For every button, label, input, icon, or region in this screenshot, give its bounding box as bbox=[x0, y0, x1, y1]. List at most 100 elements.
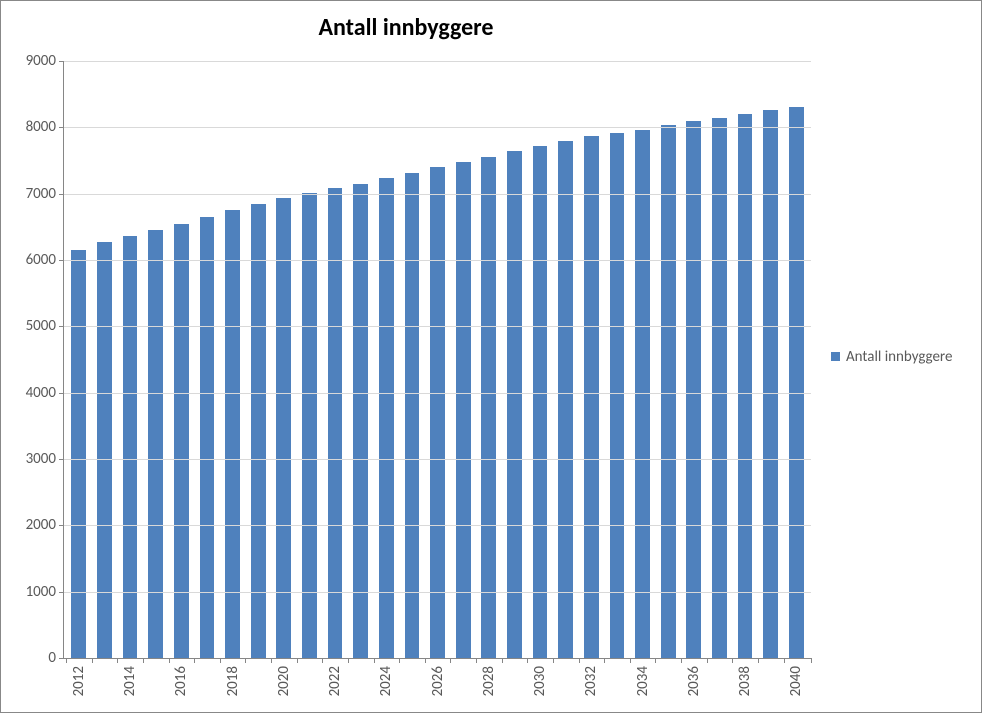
chart-title: Antall innbyggere bbox=[1, 13, 811, 42]
bar bbox=[353, 184, 368, 658]
bar bbox=[533, 146, 548, 658]
x-tick-mark bbox=[169, 658, 170, 663]
x-tick-label: 2032 bbox=[582, 666, 600, 696]
x-tick-label: 2014 bbox=[121, 666, 139, 696]
x-tick-label: 2016 bbox=[172, 666, 190, 696]
bar-slot: 2024 bbox=[374, 61, 400, 658]
bar bbox=[507, 151, 522, 658]
y-tick-label: 9000 bbox=[26, 52, 56, 70]
bar bbox=[430, 167, 445, 658]
bar-slot: 2022 bbox=[322, 61, 348, 658]
x-tick-label: 2030 bbox=[531, 666, 549, 696]
gridline bbox=[64, 459, 811, 460]
bar-slot bbox=[604, 61, 630, 658]
y-tick-mark bbox=[59, 459, 64, 460]
bar-slot bbox=[450, 61, 476, 658]
y-tick-label: 2000 bbox=[26, 516, 56, 534]
bar bbox=[610, 133, 625, 658]
bar bbox=[661, 125, 676, 658]
bar bbox=[789, 107, 804, 658]
x-tick-label: 2018 bbox=[224, 666, 242, 696]
x-tick-mark bbox=[811, 658, 812, 663]
x-tick-label: 2024 bbox=[377, 666, 395, 696]
y-tick-label: 4000 bbox=[26, 384, 56, 402]
bar bbox=[148, 230, 163, 659]
bars-group: 2012201420162018202020222024202620282030… bbox=[64, 61, 811, 658]
bar-slot bbox=[758, 61, 784, 658]
bar-slot: 2018 bbox=[220, 61, 246, 658]
x-tick-mark bbox=[92, 658, 93, 663]
x-tick-mark bbox=[681, 658, 682, 663]
legend-swatch bbox=[831, 352, 840, 361]
x-tick-label: 2012 bbox=[70, 666, 88, 696]
x-tick-mark bbox=[425, 658, 426, 663]
bar-slot: 2040 bbox=[784, 61, 810, 658]
x-tick-mark bbox=[732, 658, 733, 663]
x-tick-mark bbox=[630, 658, 631, 663]
bar-slot: 2026 bbox=[425, 61, 451, 658]
bar bbox=[302, 193, 317, 658]
gridline bbox=[64, 194, 811, 195]
x-tick-mark bbox=[784, 658, 785, 663]
y-tick-mark bbox=[59, 592, 64, 593]
x-tick-mark bbox=[374, 658, 375, 663]
legend-label: Antall innbyggere bbox=[846, 348, 952, 366]
x-tick-label: 2026 bbox=[429, 666, 447, 696]
bar-slot: 2014 bbox=[117, 61, 143, 658]
y-tick-mark bbox=[59, 326, 64, 327]
bar bbox=[558, 141, 573, 658]
x-tick-mark bbox=[194, 658, 195, 663]
bar-slot: 2012 bbox=[66, 61, 92, 658]
bar bbox=[635, 130, 650, 658]
gridline bbox=[64, 393, 811, 394]
x-tick-label: 2034 bbox=[634, 666, 652, 696]
gridline bbox=[64, 326, 811, 327]
y-tick-mark bbox=[59, 127, 64, 128]
bar bbox=[763, 110, 778, 658]
y-tick-label: 6000 bbox=[26, 251, 56, 269]
gridline bbox=[64, 127, 811, 128]
x-tick-mark bbox=[143, 658, 144, 663]
y-tick-mark bbox=[59, 260, 64, 261]
bar-slot: 2016 bbox=[169, 61, 195, 658]
x-tick-label: 2028 bbox=[480, 666, 498, 696]
bar-slot: 2030 bbox=[527, 61, 553, 658]
x-tick-label: 2022 bbox=[326, 666, 344, 696]
x-tick-mark bbox=[348, 658, 349, 663]
bar-slot bbox=[194, 61, 220, 658]
x-tick-mark bbox=[604, 658, 605, 663]
bar bbox=[379, 178, 394, 658]
bar-slot bbox=[92, 61, 118, 658]
bar-slot: 2038 bbox=[732, 61, 758, 658]
y-tick-label: 3000 bbox=[26, 450, 56, 468]
x-tick-label: 2036 bbox=[685, 666, 703, 696]
bar-slot bbox=[655, 61, 681, 658]
x-tick-mark bbox=[322, 658, 323, 663]
y-tick-mark bbox=[59, 525, 64, 526]
bar-slot bbox=[707, 61, 733, 658]
bar bbox=[251, 204, 266, 658]
bar-slot bbox=[297, 61, 323, 658]
bar bbox=[738, 114, 753, 658]
bar bbox=[328, 188, 343, 658]
x-tick-mark bbox=[579, 658, 580, 663]
x-tick-mark bbox=[655, 658, 656, 663]
y-tick-label: 0 bbox=[48, 649, 56, 667]
bar-slot bbox=[399, 61, 425, 658]
bar bbox=[71, 250, 86, 658]
x-tick-label: 2038 bbox=[736, 666, 754, 696]
x-tick-mark bbox=[450, 658, 451, 663]
bar-slot bbox=[553, 61, 579, 658]
x-tick-mark bbox=[553, 658, 554, 663]
bar-slot bbox=[502, 61, 528, 658]
bar-slot bbox=[348, 61, 374, 658]
y-tick-label: 5000 bbox=[26, 317, 56, 335]
bar bbox=[123, 236, 138, 658]
bar bbox=[456, 162, 471, 658]
x-tick-mark bbox=[399, 658, 400, 663]
chart-container: Antall innbyggere 2012201420162018202020… bbox=[0, 0, 982, 713]
bar bbox=[405, 173, 420, 658]
bar-slot: 2036 bbox=[681, 61, 707, 658]
bar bbox=[584, 136, 599, 658]
y-tick-mark bbox=[59, 194, 64, 195]
